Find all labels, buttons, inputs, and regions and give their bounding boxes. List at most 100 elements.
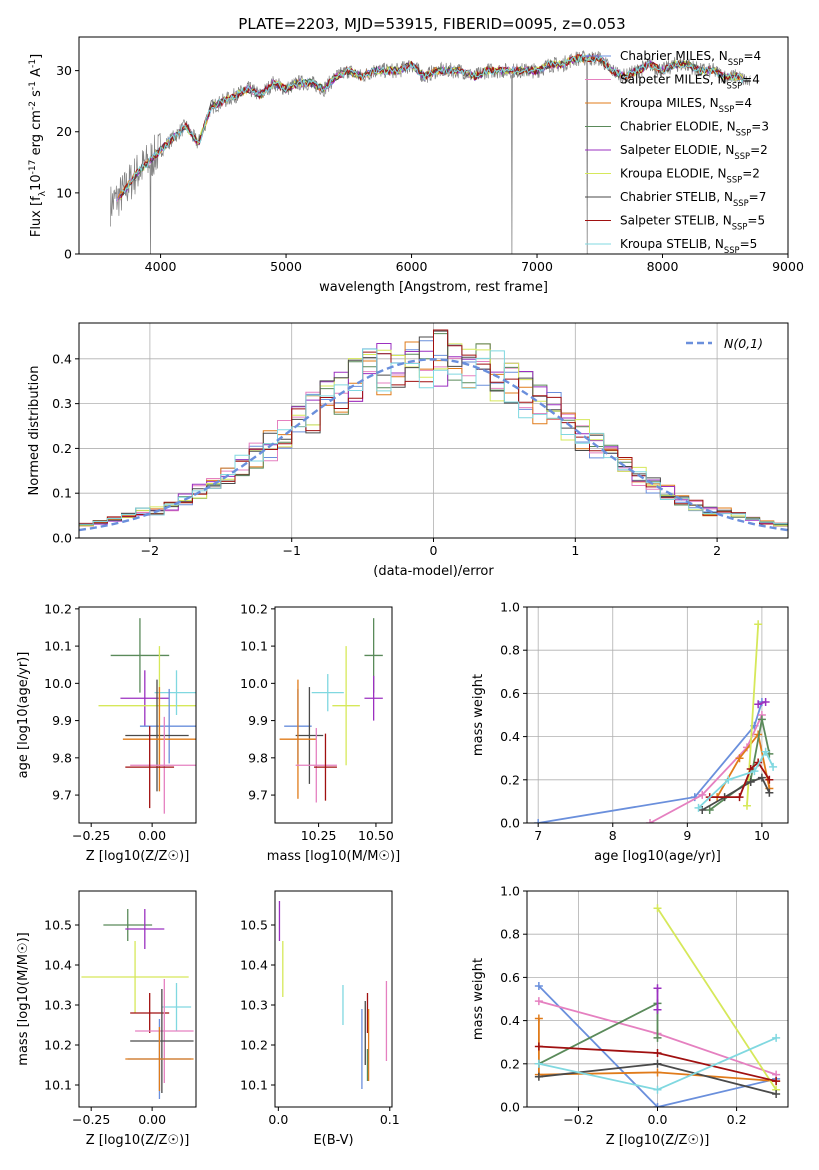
axes-frame <box>526 606 789 824</box>
y-tick-label: 9.7 <box>248 788 268 803</box>
weight-marker <box>705 806 714 815</box>
x-tick-label: 0.0 <box>268 1112 288 1127</box>
weight-marker <box>746 777 755 786</box>
y-tick-label: 0.0 <box>500 816 520 831</box>
x-axis-label: (data-model)/error <box>373 564 494 579</box>
weight-marker <box>694 803 703 812</box>
weight-marker <box>646 819 655 823</box>
legend-label: Kroupa ELODIE, NSSP=2 <box>620 167 760 185</box>
y-tick-label: 9.8 <box>248 750 268 765</box>
weight-marker <box>653 904 662 913</box>
x-axis-label: age [log10(age/yr)] <box>594 849 721 864</box>
x-axis-label: E(B-V) <box>313 1133 353 1148</box>
weight-marker <box>735 793 744 802</box>
weight-marker <box>772 1090 781 1099</box>
weight-marker <box>765 775 774 784</box>
y-tick-label: 1.0 <box>500 884 520 899</box>
x-tick-label: 0.2 <box>727 1112 747 1127</box>
plot-area <box>98 618 196 814</box>
x-tick-label: 0.1 <box>380 1112 400 1127</box>
y-tick-label: 0.6 <box>500 970 520 985</box>
y-tick-label: 10.3 <box>44 998 72 1013</box>
legend-label: Chabrier MILES, NSSP=4 <box>620 49 761 67</box>
weight-marker <box>754 700 763 709</box>
y-tick-label: 0.4 <box>500 1013 520 1028</box>
plot-area <box>534 904 781 1107</box>
weight-marker <box>653 984 662 993</box>
y-axis-label: mass [log10(M/M☉)] <box>16 932 31 1065</box>
y-axis-label: age [log10(age/yr)] <box>16 652 31 779</box>
residuals-panel: N(0,1) −2 −1 0 1 2 0.0 0.1 0.2 0.3 0.4 (data-model)… <box>27 322 789 579</box>
y-tick-label: 10.0 <box>44 676 72 691</box>
y-tick-label: 30 <box>56 63 72 78</box>
x-axis-label: Z [log10(Z/Z☉)] <box>86 849 190 864</box>
weight-series-line <box>538 701 763 823</box>
x-tick-label: −0.2 <box>563 1112 593 1127</box>
legend-label: Chabrier STELIB, NSSP=7 <box>620 190 766 208</box>
y-tick-label: 9.8 <box>52 750 72 765</box>
y-tick-label: 0.0 <box>52 531 72 546</box>
x-tick-label: 7000 <box>521 259 553 274</box>
y-tick-label: 10.1 <box>44 639 72 654</box>
weight-marker <box>534 1042 543 1051</box>
y-axis-label: Flux [fλ10-17 erg cm-2 s-1 A-1] <box>28 54 48 237</box>
plot-area <box>279 618 383 803</box>
x-tick-label: −1 <box>282 543 300 558</box>
weight-marker <box>653 1033 662 1042</box>
axes-frame <box>78 36 789 255</box>
weight-marker <box>534 819 543 823</box>
plot-area <box>110 49 751 254</box>
legend-label: Salpeter STELIB, NSSP=5 <box>620 214 765 232</box>
y-tick-label: 0.8 <box>500 643 520 658</box>
y-tick-label: 9.9 <box>248 713 268 728</box>
weight-marker <box>534 997 543 1006</box>
x-tick-label: 0.00 <box>138 828 166 843</box>
plot-area <box>79 329 788 532</box>
spectrum-data-line <box>110 49 751 254</box>
axes-frame <box>78 890 197 1108</box>
y-axis-label: Normed distribution <box>27 366 42 496</box>
age_vs_mass-panel: 10.25 10.50 9.7 9.8 9.9 10.0 10.1 10.2 mass [log… <box>240 601 400 864</box>
y-tick-label: 10.4 <box>240 958 268 973</box>
x-tick-label: 9000 <box>772 259 804 274</box>
age_vs_Z-panel: −0.25 0.00 9.7 9.8 9.9 10.0 10.1 10.2 Z [log10(Z… <box>16 601 197 864</box>
x-axis-label: wavelength [Angstrom, rest frame] <box>319 280 548 295</box>
y-tick-label: 10.5 <box>240 918 268 933</box>
y-tick-label: 0.2 <box>500 1056 520 1071</box>
y-tick-label: 9.9 <box>52 713 72 728</box>
x-tick-label: 4000 <box>145 259 177 274</box>
x-axis-label: Z [log10(Z/Z☉)] <box>606 1133 710 1148</box>
spectrum-panel: Chabrier MILES, NSSP=4 Salpeter MILES, NS… <box>28 36 804 295</box>
weight-series-line <box>649 714 763 823</box>
weight-marker <box>653 1005 662 1014</box>
weight-series-line <box>538 985 777 1107</box>
model-line <box>121 53 745 194</box>
plot-area <box>278 901 388 1089</box>
weight-marker <box>534 1059 543 1068</box>
x-tick-label: 6000 <box>396 259 428 274</box>
y-tick-label: 0.0 <box>500 1100 520 1115</box>
weight-marker <box>772 1077 781 1086</box>
weight-marker <box>757 773 766 782</box>
weight-series-line <box>746 624 760 806</box>
y-tick-label: 10.2 <box>240 1038 268 1053</box>
legend-label: Salpeter MILES, NSSP=4 <box>620 73 760 91</box>
weight-marker <box>772 1033 781 1042</box>
y-tick-label: 10.1 <box>240 1078 268 1093</box>
y-axis-label: mass weight <box>471 674 486 756</box>
x-tick-label: 7 <box>534 828 542 843</box>
weight-marker <box>534 1072 543 1081</box>
y-tick-label: 0.6 <box>500 686 520 701</box>
y-tick-label: 0.2 <box>52 441 72 456</box>
weight-marker <box>761 698 770 707</box>
weight_vs_age-panel: 7 8 9 10 0.0 0.2 0.4 0.6 0.8 1.0 age [log10(age/yr… <box>471 600 789 864</box>
plot-area <box>81 909 194 1099</box>
x-axis-label: Z [log10(Z/Z☉)] <box>86 1133 190 1148</box>
axes-frame <box>78 606 197 824</box>
axes-frame <box>274 890 393 1108</box>
legend-label: Kroupa MILES, NSSP=4 <box>620 96 752 114</box>
y-tick-label: 10.2 <box>44 1038 72 1053</box>
y-axis-label: mass weight <box>471 958 486 1040</box>
x-tick-label: 9 <box>683 828 691 843</box>
